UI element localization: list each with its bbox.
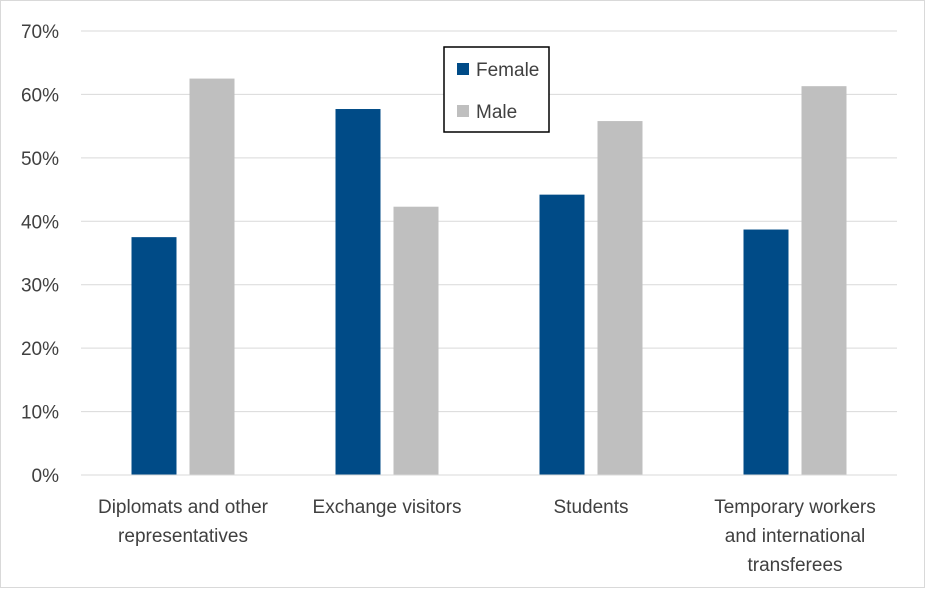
y-tick-label: 0% bbox=[32, 466, 60, 487]
legend: Female Male bbox=[443, 46, 550, 133]
bar-female-0 bbox=[131, 237, 177, 475]
legend-label-female: Female bbox=[476, 60, 539, 81]
x-category-label: Exchange visitors bbox=[313, 497, 462, 518]
x-category-label: representatives bbox=[118, 526, 248, 547]
bar-male-3 bbox=[801, 86, 847, 475]
x-category-label: Temporary workers bbox=[714, 497, 876, 518]
bar-female-3 bbox=[743, 229, 789, 475]
legend-box bbox=[443, 46, 550, 133]
x-category-label: Diplomats and other bbox=[98, 497, 269, 518]
y-tick-label: 30% bbox=[21, 276, 59, 297]
x-category-label: and international bbox=[725, 526, 866, 547]
y-tick-label: 40% bbox=[21, 212, 59, 233]
legend-label-male: Male bbox=[476, 102, 517, 123]
bars bbox=[131, 78, 847, 476]
bar-male-2 bbox=[597, 121, 643, 475]
y-tick-label: 60% bbox=[21, 85, 59, 106]
bar-female-2 bbox=[539, 194, 585, 475]
bar-female-1 bbox=[335, 109, 381, 475]
legend-swatch-female bbox=[457, 63, 469, 75]
bar-male-0 bbox=[189, 78, 235, 476]
x-axis-category-labels: Diplomats and other representatives Exchan… bbox=[98, 497, 876, 576]
y-tick-label: 50% bbox=[21, 149, 59, 170]
y-tick-label: 20% bbox=[21, 339, 59, 360]
legend-swatch-male bbox=[457, 105, 469, 117]
x-category-label: Students bbox=[554, 497, 629, 518]
x-category-label: transferees bbox=[747, 555, 842, 576]
y-tick-label: 10% bbox=[21, 403, 59, 424]
y-axis-tick-labels: 0% 10% 20% 30% 40% 50% 60% 70% bbox=[21, 22, 59, 487]
bar-male-1 bbox=[393, 206, 439, 475]
y-tick-label: 70% bbox=[21, 22, 59, 43]
